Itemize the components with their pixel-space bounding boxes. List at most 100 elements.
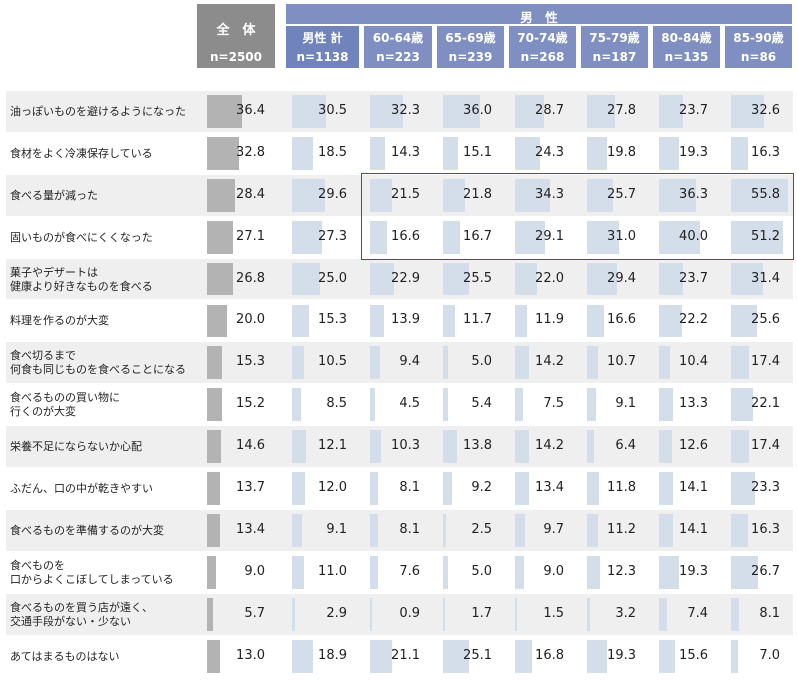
- row-label-line: 料理を作るのが大変: [10, 314, 109, 328]
- cell-value: 24.3: [535, 144, 564, 160]
- cell-value: 15.6: [679, 647, 708, 663]
- header-column-n: n=135: [664, 50, 709, 64]
- male-bar: [515, 262, 538, 296]
- cell-value: 11.7: [463, 312, 492, 328]
- male-bar: [515, 136, 540, 170]
- row-label-line: あてはまるものはない: [10, 649, 120, 663]
- cell-value: 7.6: [399, 563, 420, 579]
- male-bar: [587, 95, 616, 128]
- header-total-label: 全 体: [216, 23, 256, 38]
- male-bar: [659, 346, 670, 380]
- row-label-line: 食べ切るまで: [10, 349, 76, 363]
- row-label-line: 食べるものを買う店が遠く、: [10, 600, 153, 614]
- cell-value: 19.8: [607, 144, 636, 160]
- header-column: 80-84歳 n=135: [653, 26, 720, 68]
- cell-value: 7.4: [687, 605, 708, 621]
- male-bar: [587, 304, 604, 338]
- male-bar: [370, 178, 393, 212]
- male-bar: [443, 472, 453, 505]
- male-bar: [292, 346, 304, 380]
- cell-value: 10.5: [318, 354, 347, 370]
- cell-value: 28.7: [535, 102, 564, 118]
- cell-value: 6.4: [615, 438, 636, 454]
- total-value: 9.0: [244, 563, 265, 579]
- cell-value: 23.7: [679, 270, 708, 286]
- male-bar: [443, 220, 460, 254]
- cell-value: 30.5: [318, 102, 347, 118]
- cell-value: 14.2: [535, 354, 564, 370]
- cell-value: 8.1: [399, 480, 420, 496]
- row-label-line: ふだん、口の中が乾きやすい: [10, 482, 153, 496]
- cell-value: 12.0: [318, 480, 347, 496]
- male-bar: [659, 472, 674, 505]
- row-label-line: 食べる量が減った: [10, 188, 98, 202]
- male-bar: [292, 178, 326, 212]
- male-bar: [443, 346, 449, 380]
- row-label-line: 固いものが食べにくくなった: [10, 230, 153, 244]
- male-bar: [443, 639, 469, 673]
- cell-value: 14.3: [391, 144, 420, 160]
- cell-value: 8.5: [326, 396, 347, 412]
- total-bar: [207, 597, 213, 631]
- row-label-line: 栄養不足にならないか心配: [10, 440, 142, 454]
- total-bar: [207, 430, 222, 464]
- male-bar: [443, 555, 449, 589]
- male-bar: [370, 262, 394, 296]
- header-column-label: 75-79歳: [589, 31, 640, 45]
- cell-value: 9.0: [543, 563, 564, 579]
- cell-value: 5.4: [471, 396, 492, 412]
- total-bar: [207, 472, 221, 505]
- row-label: 食べ切るまで 何食も同じものを食べることになる: [10, 349, 186, 377]
- cell-value: 5.0: [471, 354, 492, 370]
- total-bar: [207, 136, 239, 170]
- male-bar: [731, 220, 784, 254]
- male-bar: [292, 304, 310, 338]
- cell-value: 22.2: [679, 312, 708, 328]
- male-bar: [370, 136, 385, 170]
- cell-value: 9.1: [615, 396, 636, 412]
- male-bar: [443, 178, 466, 212]
- male-bar: [370, 304, 385, 338]
- header-column-n: n=1138: [296, 50, 349, 64]
- male-bar: [587, 639, 607, 673]
- row-label: 食材をよく冷凍保存している: [10, 147, 153, 161]
- cell-value: 9.2: [471, 480, 492, 496]
- male-bar: [370, 514, 379, 547]
- male-bar: [370, 639, 392, 673]
- total-bar: [207, 304, 227, 338]
- cell-value: 14.1: [679, 480, 708, 496]
- cell-value: 4.5: [399, 396, 420, 412]
- total-bar: [207, 555, 216, 589]
- cell-value: 23.3: [751, 480, 780, 496]
- total-value: 13.0: [236, 647, 265, 663]
- row-label: 菓子やデザートは 健康より好きなものを食べる: [10, 266, 153, 294]
- row-label-line: 油っぽいものを避けるようになった: [10, 104, 186, 118]
- cell-value: 29.1: [535, 228, 564, 244]
- male-bar: [292, 430, 306, 464]
- cell-value: 40.0: [679, 228, 708, 244]
- cell-value: 16.8: [535, 647, 564, 663]
- cell-value: 11.9: [535, 312, 564, 328]
- cell-value: 21.5: [391, 186, 420, 202]
- cell-value: 11.2: [607, 521, 636, 537]
- cell-value: 16.3: [751, 521, 780, 537]
- cell-value: 2.5: [471, 521, 492, 537]
- total-value: 13.7: [236, 480, 265, 496]
- row-label-line: 食べるものの買い物に: [10, 391, 120, 405]
- male-bar: [370, 95, 404, 128]
- cell-value: 13.4: [535, 480, 564, 496]
- male-bar: [515, 430, 530, 464]
- cell-value: 36.0: [463, 102, 492, 118]
- male-bar: [443, 95, 480, 128]
- cell-value: 11.8: [607, 480, 636, 496]
- cell-value: 32.6: [751, 102, 780, 118]
- cell-value: 32.3: [391, 102, 420, 118]
- male-bar: [731, 514, 748, 547]
- cell-value: 31.0: [607, 228, 636, 244]
- male-bar: [370, 346, 380, 380]
- total-bar: [207, 178, 235, 212]
- header-column-n: n=223: [376, 50, 420, 64]
- cell-value: 8.1: [759, 605, 780, 621]
- highlight-box: [361, 172, 794, 260]
